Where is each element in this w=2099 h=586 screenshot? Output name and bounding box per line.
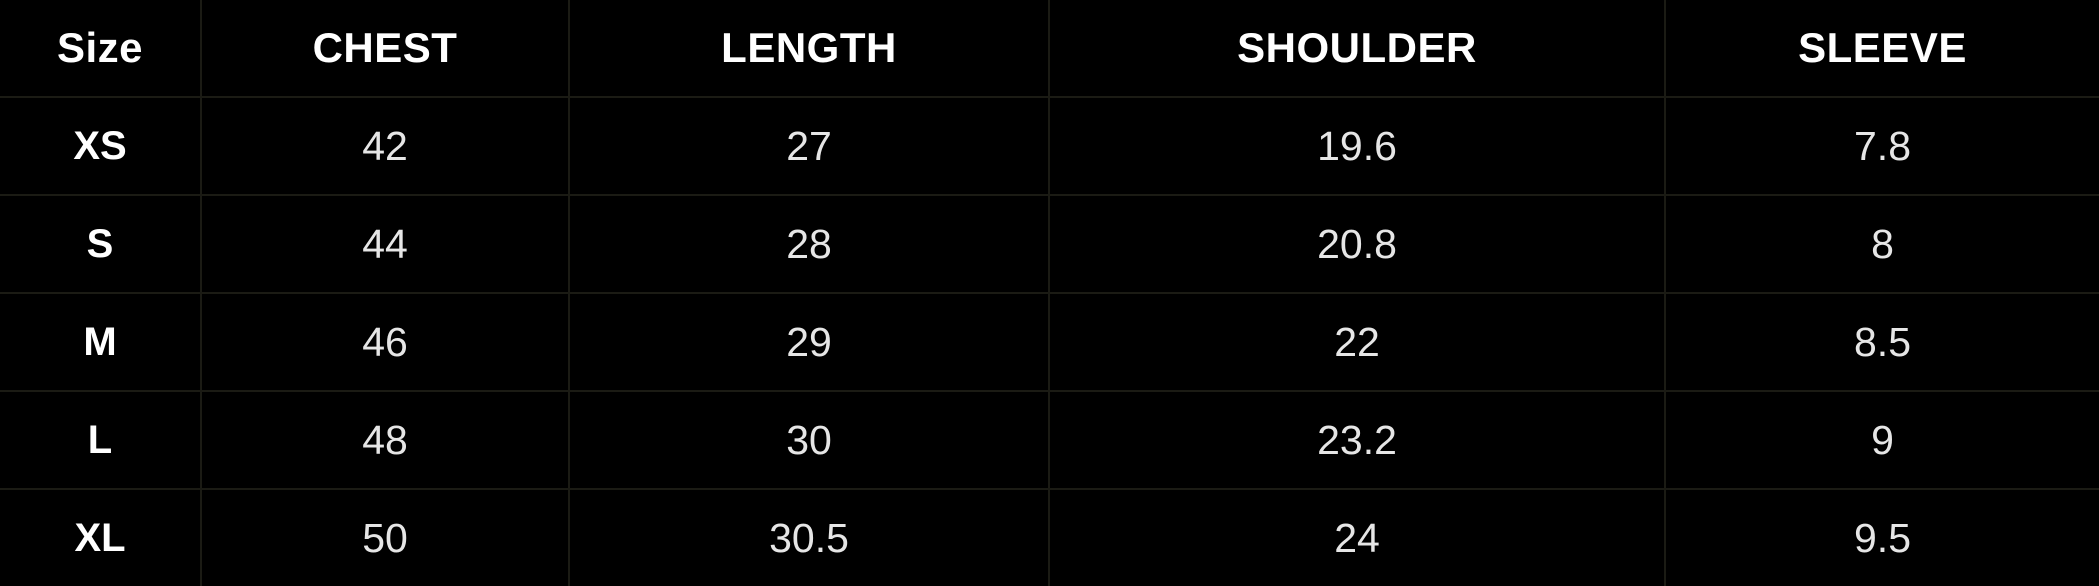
size-cell: M — [0, 292, 202, 392]
header-chest: CHEST — [200, 0, 570, 98]
header-row: Size CHEST LENGTH SHOULDER SLEEVE — [0, 0, 2099, 98]
header-size: Size — [0, 0, 202, 98]
chest-cell: 46 — [200, 292, 570, 392]
length-cell: 30.5 — [568, 488, 1050, 586]
table-row: M 46 29 22 8.5 — [0, 292, 2099, 392]
length-cell: 28 — [568, 194, 1050, 294]
length-cell: 30 — [568, 390, 1050, 490]
table-row: S 44 28 20.8 8 — [0, 194, 2099, 294]
size-cell: S — [0, 194, 202, 294]
chest-cell: 42 — [200, 96, 570, 196]
header-sleeve: SLEEVE — [1664, 0, 2099, 98]
shoulder-cell: 20.8 — [1048, 194, 1666, 294]
sleeve-cell: 7.8 — [1664, 96, 2099, 196]
shoulder-cell: 24 — [1048, 488, 1666, 586]
table-row: XS 42 27 19.6 7.8 — [0, 96, 2099, 196]
chest-cell: 44 — [200, 194, 570, 294]
sleeve-cell: 9 — [1664, 390, 2099, 490]
table-row: XL 50 30.5 24 9.5 — [0, 488, 2099, 586]
chest-cell: 48 — [200, 390, 570, 490]
size-cell: XL — [0, 488, 202, 586]
length-cell: 29 — [568, 292, 1050, 392]
length-cell: 27 — [568, 96, 1050, 196]
header-length: LENGTH — [568, 0, 1050, 98]
sleeve-cell: 8 — [1664, 194, 2099, 294]
sleeve-cell: 8.5 — [1664, 292, 2099, 392]
chest-cell: 50 — [200, 488, 570, 586]
sleeve-cell: 9.5 — [1664, 488, 2099, 586]
table-row: L 48 30 23.2 9 — [0, 390, 2099, 490]
shoulder-cell: 22 — [1048, 292, 1666, 392]
shoulder-cell: 19.6 — [1048, 96, 1666, 196]
shoulder-cell: 23.2 — [1048, 390, 1666, 490]
size-cell: L — [0, 390, 202, 490]
header-shoulder: SHOULDER — [1048, 0, 1666, 98]
size-cell: XS — [0, 96, 202, 196]
